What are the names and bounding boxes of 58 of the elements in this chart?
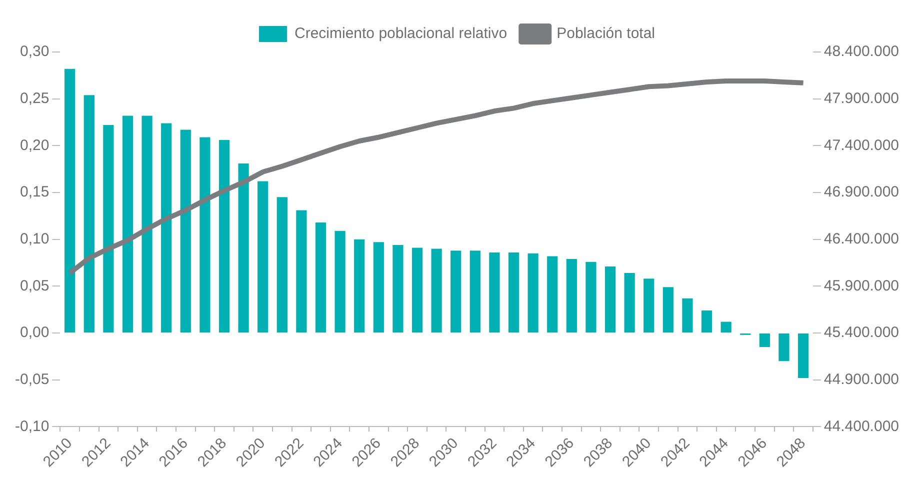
bar [392, 244, 404, 333]
y2-tick-label: 47.900.000 [824, 90, 900, 107]
bar [238, 163, 249, 333]
y-tick-label: 0,05 [20, 277, 50, 294]
bar [296, 210, 307, 333]
bar [412, 248, 423, 333]
bar [470, 250, 480, 333]
bar [373, 242, 384, 333]
y2-tick-label: 46.400.000 [824, 230, 900, 248]
y2-tick-label: 47.400.000 [824, 136, 900, 154]
bar [84, 95, 94, 333]
legend-label: Población total [556, 25, 656, 42]
bar [180, 130, 191, 333]
y-tick-label: 0,15 [20, 184, 50, 201]
y-tick-label: -0,10 [14, 418, 50, 435]
bar [508, 252, 520, 333]
bar [624, 273, 635, 333]
y-tick-label: 0,30 [20, 43, 50, 60]
y2-tick-label: 45.400.000 [824, 324, 900, 342]
bar [778, 334, 790, 362]
y2-tick-label: 44.900.000 [824, 370, 900, 388]
bar [566, 259, 577, 333]
bar [528, 253, 538, 333]
bar [798, 334, 809, 378]
bar [701, 310, 712, 333]
bar [122, 116, 134, 333]
bar [64, 68, 76, 333]
bar [759, 334, 770, 348]
bar [276, 197, 288, 333]
y2-tick-label: 48.400.000 [824, 43, 900, 60]
bar [720, 322, 732, 333]
bar [586, 262, 596, 333]
bar [489, 252, 500, 333]
bar [354, 239, 365, 333]
bar [142, 116, 152, 333]
y-tick-label: -0,05 [14, 370, 50, 388]
bar [662, 287, 674, 333]
bar [431, 248, 442, 333]
y2-tick-label: 44.400.000 [824, 418, 900, 435]
y-tick-label: 0,10 [20, 230, 50, 248]
bar [644, 278, 654, 333]
y2-tick-label: 45.900.000 [824, 277, 900, 294]
bar [604, 266, 616, 333]
bar [258, 181, 268, 333]
bar [200, 137, 210, 333]
bar [547, 256, 558, 333]
bar [218, 140, 230, 333]
y-tick-label: 0,00 [20, 324, 50, 342]
bar [315, 222, 326, 333]
y-tick-label: 0,20 [20, 136, 50, 154]
bar [334, 230, 346, 333]
bar [450, 250, 462, 333]
bar [682, 298, 693, 333]
bar [103, 125, 114, 333]
bar [161, 123, 172, 333]
y2-tick-label: 46.900.000 [824, 184, 900, 201]
y-tick-label: 0,25 [20, 90, 50, 107]
legend-label: Crecimiento poblacional relativo [294, 25, 508, 42]
